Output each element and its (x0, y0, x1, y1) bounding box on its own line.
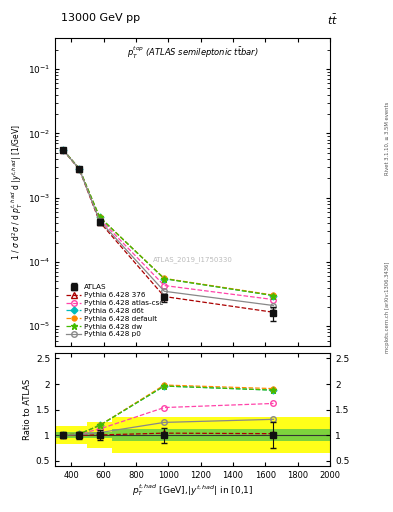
Pythia 6.428 d6t (162, 275, 167, 282)
Pythia 6.428 376 (271, 309, 276, 315)
Text: mcplots.cern.ch [arXiv:1306.3436]: mcplots.cern.ch [arXiv:1306.3436] (385, 262, 389, 353)
Pythia 6.428 d6t (77, 166, 82, 172)
Line: Pythia 6.428 default: Pythia 6.428 default (61, 147, 276, 297)
Line: Pythia 6.428 376: Pythia 6.428 376 (61, 147, 276, 315)
Pythia 6.428 p0 (271, 303, 276, 309)
Pythia 6.428 atlas-csc (61, 147, 66, 153)
Pythia 6.428 dw (61, 147, 66, 153)
Pythia 6.428 376 (97, 219, 102, 225)
Pythia 6.428 dw (77, 166, 82, 172)
Pythia 6.428 atlas-csc (162, 283, 167, 289)
Line: Pythia 6.428 d6t: Pythia 6.428 d6t (61, 147, 276, 298)
Text: ATLAS_2019_I1750330: ATLAS_2019_I1750330 (152, 256, 233, 263)
Pythia 6.428 dw (271, 292, 276, 298)
Text: 13000 GeV pp: 13000 GeV pp (61, 13, 140, 23)
Pythia 6.428 p0 (61, 147, 66, 153)
Pythia 6.428 default (271, 292, 276, 298)
Y-axis label: Ratio to ATLAS: Ratio to ATLAS (23, 379, 31, 440)
Y-axis label: 1 / $\sigma$ d$^2\sigma$ / d $p_T^{t,had}$ d |$y^{t,had}$| [1/GeV]: 1 / $\sigma$ d$^2\sigma$ / d $p_T^{t,had… (9, 124, 25, 260)
Pythia 6.428 d6t (61, 147, 66, 153)
Pythia 6.428 dw (162, 275, 167, 282)
Pythia 6.428 default (61, 147, 66, 153)
Pythia 6.428 d6t (97, 214, 102, 220)
Pythia 6.428 376 (77, 166, 82, 173)
Text: Rivet 3.1.10, ≥ 3.5M events: Rivet 3.1.10, ≥ 3.5M events (385, 101, 389, 175)
Pythia 6.428 p0 (77, 166, 82, 172)
Pythia 6.428 default (162, 275, 167, 282)
Text: $p_T^{top}$ (ATLAS semileptonic t$\bar{\rm t}$bar): $p_T^{top}$ (ATLAS semileptonic t$\bar{\… (127, 45, 259, 61)
Pythia 6.428 default (77, 166, 82, 172)
Text: $t\bar{t}$: $t\bar{t}$ (327, 13, 338, 27)
X-axis label: $p_T^{t,had}$ [GeV],|$y^{t,had}$| in [0,1]: $p_T^{t,had}$ [GeV],|$y^{t,had}$| in [0,… (132, 482, 253, 498)
Pythia 6.428 atlas-csc (77, 166, 82, 172)
Legend: ATLAS, Pythia 6.428 376, Pythia 6.428 atlas-csc, Pythia 6.428 d6t, Pythia 6.428 : ATLAS, Pythia 6.428 376, Pythia 6.428 at… (64, 283, 165, 339)
Line: Pythia 6.428 p0: Pythia 6.428 p0 (61, 147, 276, 308)
Line: Pythia 6.428 dw: Pythia 6.428 dw (60, 146, 277, 299)
Pythia 6.428 atlas-csc (271, 296, 276, 303)
Pythia 6.428 default (97, 214, 102, 220)
Line: Pythia 6.428 atlas-csc: Pythia 6.428 atlas-csc (61, 147, 276, 303)
Pythia 6.428 p0 (97, 218, 102, 224)
Pythia 6.428 atlas-csc (97, 216, 102, 222)
Pythia 6.428 376 (61, 147, 66, 153)
Pythia 6.428 376 (162, 293, 167, 300)
Pythia 6.428 dw (97, 214, 102, 220)
Pythia 6.428 d6t (271, 292, 276, 298)
Pythia 6.428 p0 (162, 288, 167, 294)
